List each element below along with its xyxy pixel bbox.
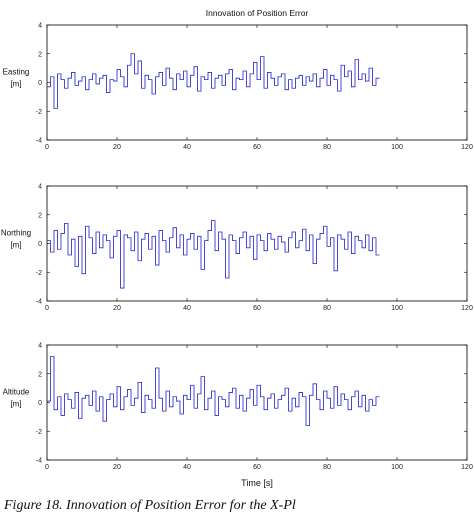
series-line-northing	[47, 220, 380, 289]
y-tick-label: -4	[36, 458, 42, 465]
x-tick-label: 120	[461, 464, 473, 471]
x-tick-label: 0	[45, 144, 49, 151]
y-tick-label: 4	[38, 184, 42, 191]
y-axis-unit-northing: [m]	[10, 241, 21, 250]
plot-area-easting	[46, 24, 468, 141]
y-tick-label: 4	[38, 343, 42, 350]
x-tick-label: 120	[461, 305, 473, 312]
x-tick-label: 80	[323, 464, 331, 471]
x-tick-label: 20	[113, 305, 121, 312]
y-tick-label: -2	[36, 270, 42, 277]
x-tick-label: 40	[183, 305, 191, 312]
x-tick-label: 80	[323, 305, 331, 312]
panel-altitude: 0 20 40 60 80 100 120 -4 -2 0 2 4 Altitude [m]	[3, 343, 473, 472]
x-tick-label: 120	[461, 144, 473, 151]
x-tick-label: 60	[253, 305, 261, 312]
y-tick-label: 2	[38, 51, 42, 58]
y-tick-label: 0	[38, 400, 42, 407]
y-tick-label: -2	[36, 109, 42, 116]
y-tick-label: 0	[38, 241, 42, 248]
series-line-easting	[47, 53, 380, 109]
y-tick-label: 4	[38, 23, 42, 30]
y-axis-label-easting: Easting	[3, 68, 30, 77]
y-tick-label: 0	[38, 80, 42, 87]
x-tick-label: 0	[45, 305, 49, 312]
x-tick-label: 100	[391, 305, 403, 312]
y-tick-label: -4	[36, 299, 42, 306]
x-tick-label: 40	[183, 464, 191, 471]
panel-easting: 0 20 40 60 80 100 120 -4 -2 0 2 4 Easting [m]	[3, 23, 473, 152]
x-tick-label: 40	[183, 144, 191, 151]
x-tick-label: 80	[323, 144, 331, 151]
y-axis-unit-altitude: [m]	[10, 400, 21, 409]
x-tick-label: 20	[113, 144, 121, 151]
x-tick-label: 60	[253, 144, 261, 151]
chart-title: Innovation of Position Error	[206, 8, 309, 18]
panel-northing: 0 20 40 60 80 100 120 -4 -2 0 2 4 Northing [m]	[1, 184, 473, 313]
x-axis-label: Time [s]	[241, 478, 273, 488]
series-line-altitude	[47, 356, 380, 426]
figure-canvas: Innovation of Position Error 0 20 40 60 80 10…	[1, 8, 473, 488]
y-axis-unit-easting: [m]	[10, 80, 21, 89]
x-tick-label: 0	[45, 464, 49, 471]
x-tick-label: 60	[253, 464, 261, 471]
y-tick-label: 2	[38, 212, 42, 219]
x-tick-label: 100	[391, 464, 403, 471]
y-tick-label: -2	[36, 429, 42, 436]
y-tick-label: 2	[38, 371, 42, 378]
y-tick-label: -4	[36, 138, 42, 145]
y-axis-label-altitude: Altitude	[3, 388, 30, 397]
figure-caption: Figure 18. Innovation of Position Error …	[4, 498, 296, 513]
x-tick-label: 20	[113, 464, 121, 471]
y-axis-label-northing: Northing	[1, 229, 31, 238]
x-tick-label: 100	[391, 144, 403, 151]
